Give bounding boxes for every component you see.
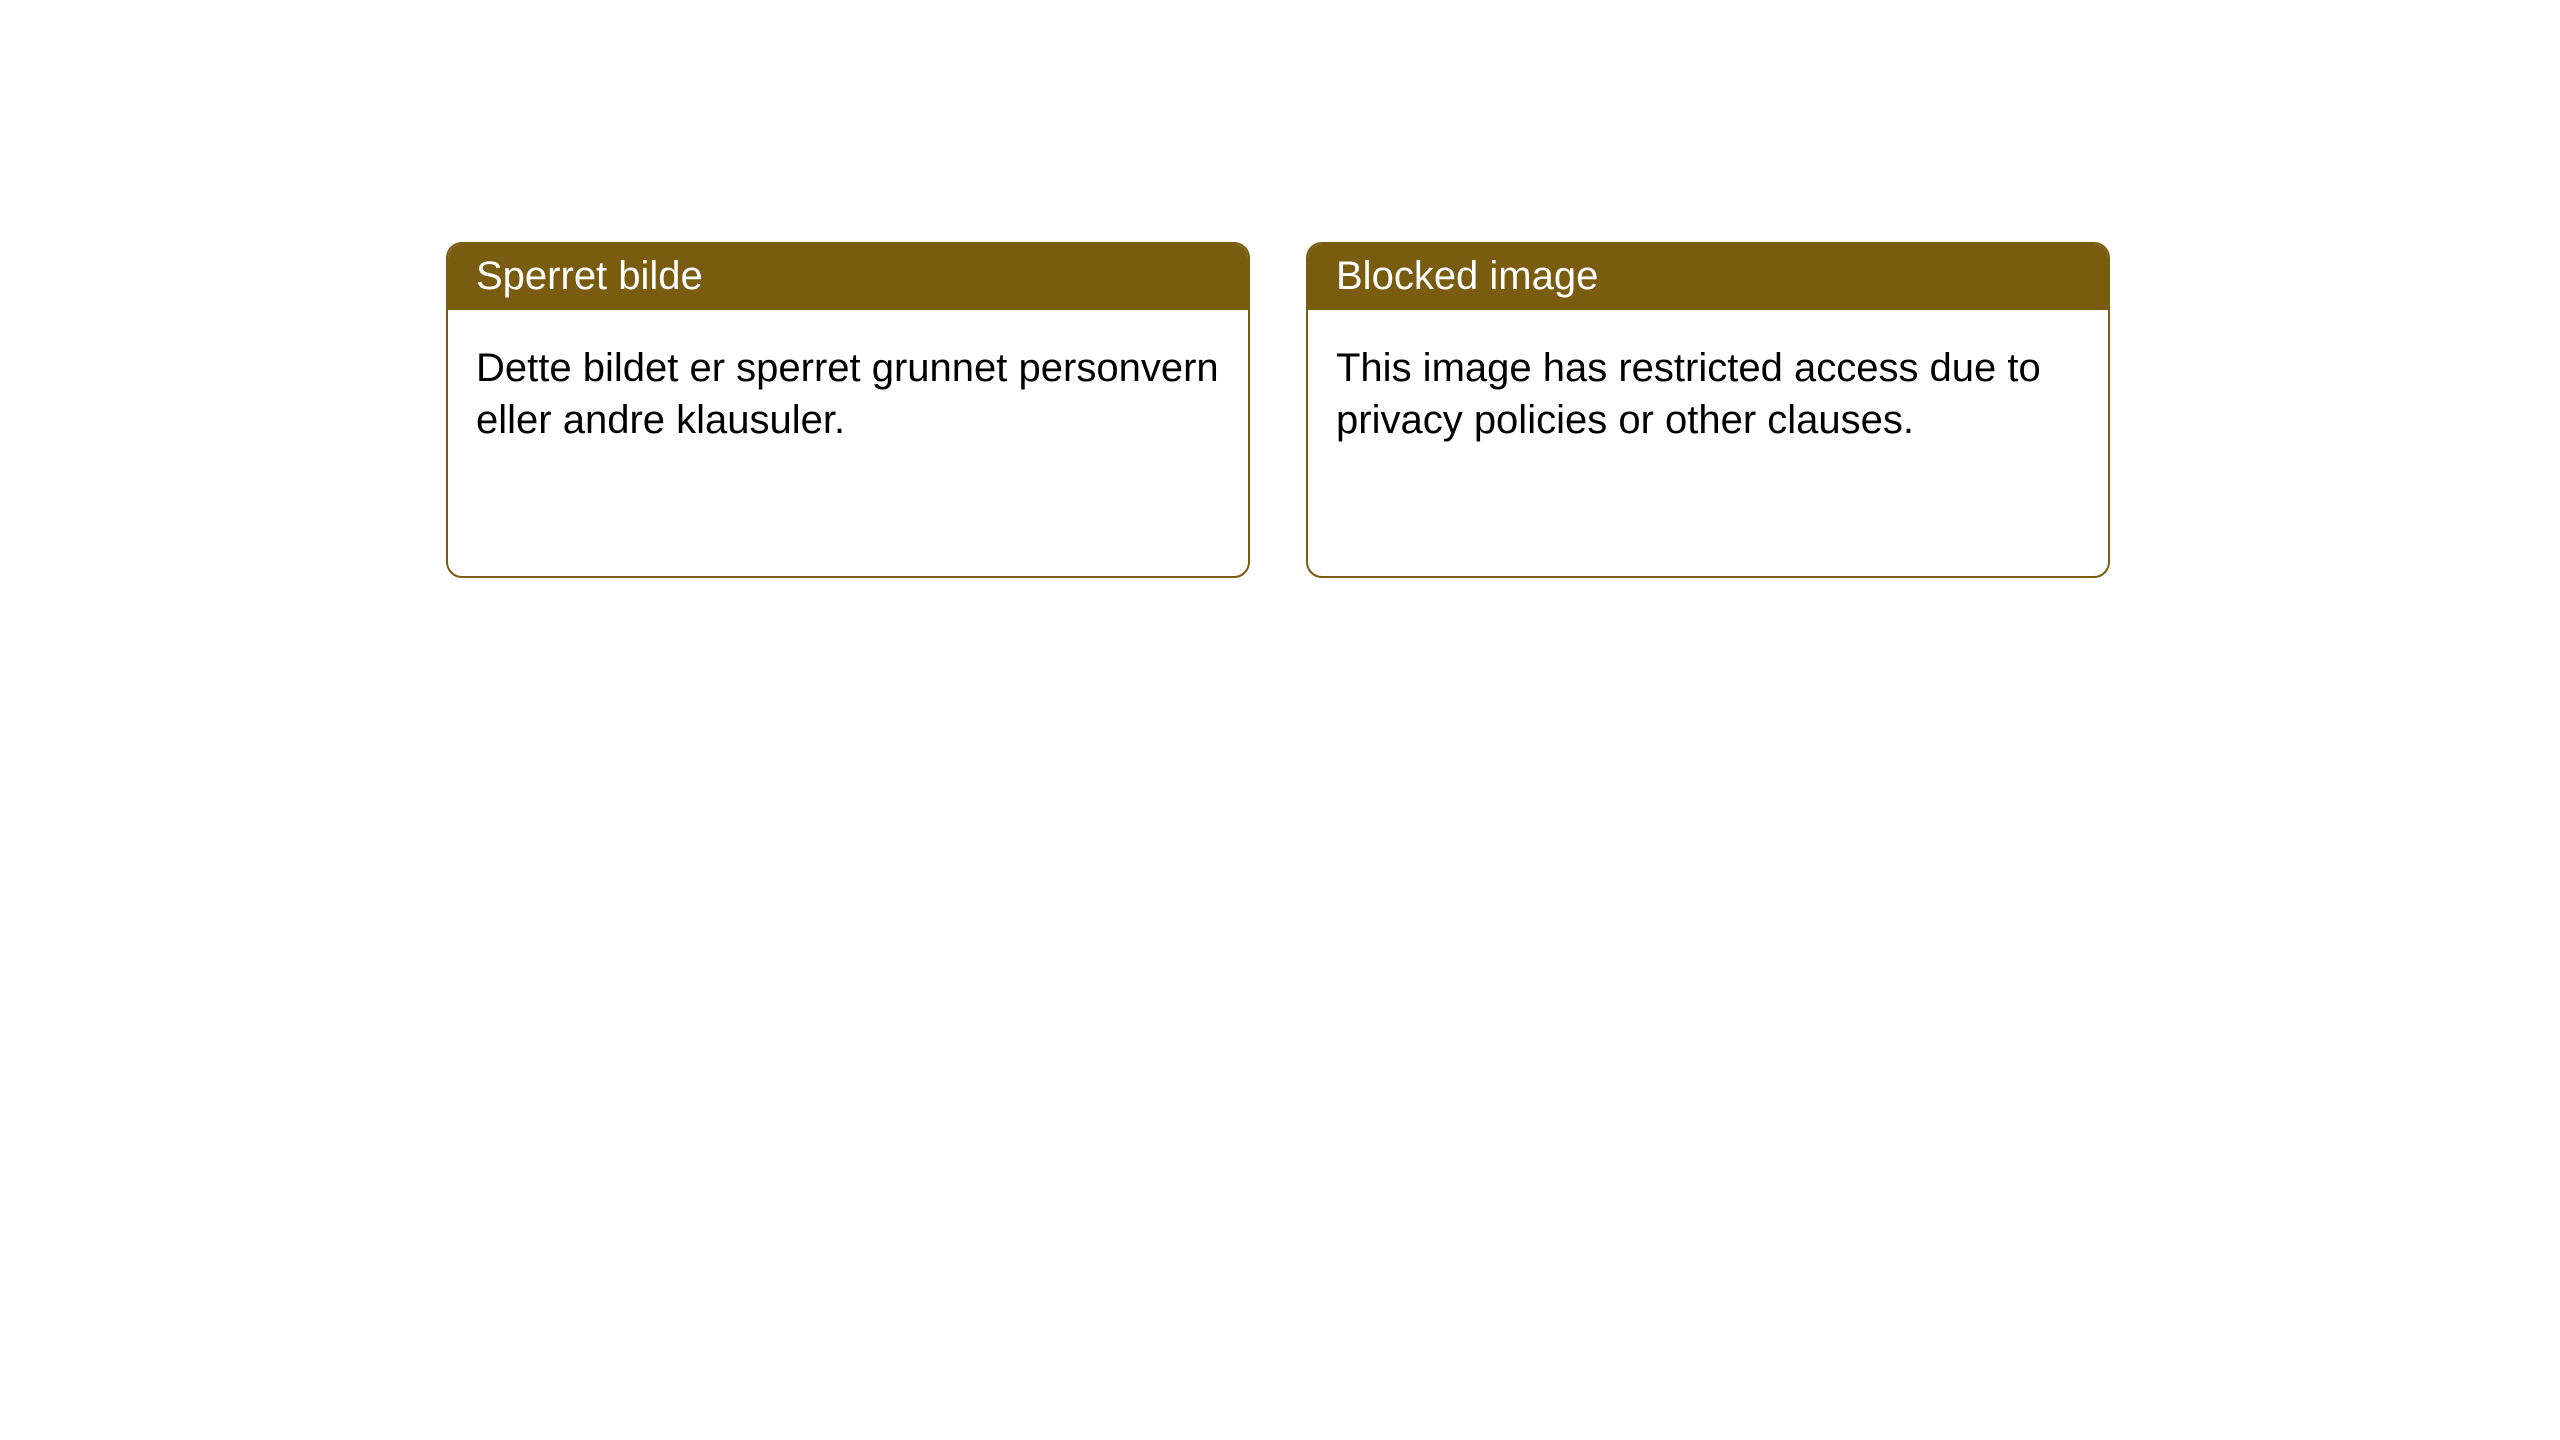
notice-panel-norwegian: Sperret bilde Dette bildet er sperret gr… xyxy=(446,242,1250,578)
notice-panel-english: Blocked image This image has restricted … xyxy=(1306,242,2110,578)
notice-container: Sperret bilde Dette bildet er sperret gr… xyxy=(0,0,2560,578)
panel-body-english: This image has restricted access due to … xyxy=(1308,310,2108,478)
panel-title-norwegian: Sperret bilde xyxy=(448,244,1248,310)
panel-body-norwegian: Dette bildet er sperret grunnet personve… xyxy=(448,310,1248,478)
panel-title-english: Blocked image xyxy=(1308,244,2108,310)
